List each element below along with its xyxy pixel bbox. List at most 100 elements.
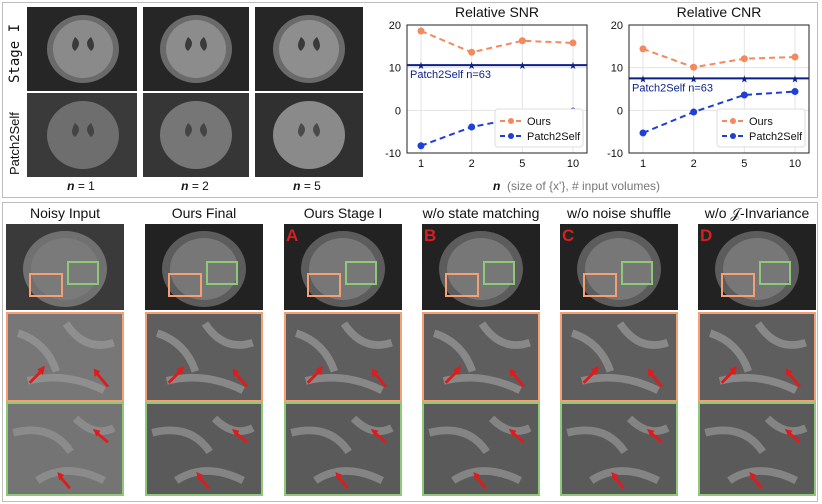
legend-label: Ours: [749, 116, 773, 128]
brain-image-stage1-n2: [143, 7, 249, 91]
zoom-crop-orange: [284, 312, 402, 402]
column-title: w/o state matching: [422, 205, 540, 221]
zoom-crop-orange: [6, 312, 124, 402]
series-point-ours: [417, 27, 425, 35]
brain-image-patch2self-n1: [27, 93, 137, 177]
top-figure-panel: Stage I Patch2Self n = 1 n = 2 n = 5 Rel…: [2, 2, 818, 198]
chart-title: Relative SNR: [455, 4, 539, 20]
series-line-ours: [642, 47, 796, 69]
panel-letter: C: [562, 226, 575, 245]
plot-frame: [406, 24, 588, 154]
series-point-patch2self: [740, 91, 748, 99]
reference-label: Patch2Self n=63: [632, 82, 713, 94]
brain-overview-image: [6, 224, 124, 310]
reference-marker: ★: [467, 61, 476, 72]
panel-letter: D: [700, 226, 713, 245]
legend-marker: [508, 133, 514, 139]
chart-title: Relative CNR: [677, 4, 762, 20]
brain-overview-image: [145, 224, 263, 310]
plot-frame: [628, 24, 810, 154]
series-point-patch2self: [639, 129, 647, 137]
legend-marker: [730, 118, 736, 124]
brain-overview-image: [422, 224, 540, 310]
series-point-patch2self: [791, 88, 799, 96]
reference-marker: ★: [569, 61, 578, 72]
column-title: Ours Stage I: [303, 205, 383, 221]
column-title: Ours Final: [171, 205, 237, 221]
row-label-stage-i: Stage I: [7, 23, 23, 83]
series-point-ours: [468, 48, 476, 56]
series-point-patch2self: [417, 142, 425, 150]
brain-overview-image: [560, 224, 678, 310]
brain-overview-image: [698, 224, 816, 310]
series-line-patch2self: [642, 90, 796, 134]
row-label-patch2self: Patch2Self: [7, 112, 22, 175]
n-label-2: n = 2: [181, 179, 209, 193]
legend-label: Patch2Self: [527, 131, 581, 143]
series-point-ours: [518, 37, 526, 45]
panel-letter: A: [286, 226, 299, 245]
reference-marker: ★: [791, 74, 800, 85]
column-title: w/o noise shuffle: [566, 205, 672, 221]
x-tick-label: 2: [469, 158, 475, 170]
zoom-crop-green: [6, 402, 124, 496]
y-tick-label: 0: [617, 105, 623, 117]
reference-marker: ★: [639, 74, 648, 85]
y-tick-label: -10: [385, 148, 401, 160]
reference-label: Patch2Self n=63: [410, 69, 491, 81]
zoom-crop-green: [284, 402, 402, 496]
x-tick-label: 2: [691, 158, 697, 170]
y-tick-label: 10: [611, 63, 623, 75]
legend-label: Ours: [527, 116, 551, 128]
x-tick-label: 1: [640, 158, 646, 170]
panel-letter: B: [424, 226, 437, 245]
brain-image-stage1-n5: [255, 7, 363, 91]
n-label-1: n = 1: [67, 179, 95, 193]
series-point-ours: [791, 53, 799, 61]
reference-marker: ★: [740, 74, 749, 85]
y-tick-label: -10: [607, 148, 623, 160]
zoom-crop-green: [145, 402, 263, 496]
series-point-ours: [639, 45, 647, 53]
series-point-ours: [690, 63, 698, 71]
x-axis-note: n (size of {x'}, # input volumes): [493, 179, 661, 193]
brain-image-stage1-n1: [27, 7, 137, 91]
zoom-crop-orange: [698, 312, 816, 402]
y-tick-label: 20: [389, 20, 401, 32]
y-tick-label: 20: [611, 20, 623, 32]
brain-image-patch2self-n5: [255, 93, 363, 177]
y-tick-label: 0: [395, 105, 401, 117]
bottom-figure-panel: [2, 202, 818, 502]
x-tick-label: 10: [789, 158, 801, 170]
series-line-ours: [420, 30, 574, 54]
zoom-crop-orange: [145, 312, 263, 402]
zoom-crop-orange: [560, 312, 678, 402]
zoom-crop-orange: [422, 312, 540, 402]
reference-marker: ★: [518, 61, 527, 72]
series-point-ours: [569, 39, 577, 47]
series-point-ours: [740, 55, 748, 63]
n-label-5: n = 5: [293, 179, 321, 193]
series-point-patch2self: [690, 108, 698, 116]
x-tick-label: 5: [741, 158, 747, 170]
legend-marker: [730, 133, 736, 139]
reference-marker: ★: [417, 61, 426, 72]
x-tick-label: 10: [567, 158, 579, 170]
legend-marker: [508, 118, 514, 124]
zoom-crop-green: [560, 402, 678, 496]
reference-marker: ★: [689, 74, 698, 85]
zoom-crop-green: [422, 402, 540, 496]
column-title: Noisy Input: [29, 205, 101, 221]
y-tick-label: 10: [389, 63, 401, 75]
zoom-crop-green: [698, 402, 816, 496]
brain-image-patch2self-n2: [143, 93, 249, 177]
legend-box: [494, 108, 584, 148]
brain-overview-image: [284, 224, 402, 310]
series-point-patch2self: [468, 123, 476, 131]
legend-box: [716, 108, 806, 148]
column-title: w/o 𝒥-Invariance: [704, 205, 810, 221]
x-tick-label: 5: [519, 158, 525, 170]
x-tick-label: 1: [418, 158, 424, 170]
legend-label: Patch2Self: [749, 131, 803, 143]
